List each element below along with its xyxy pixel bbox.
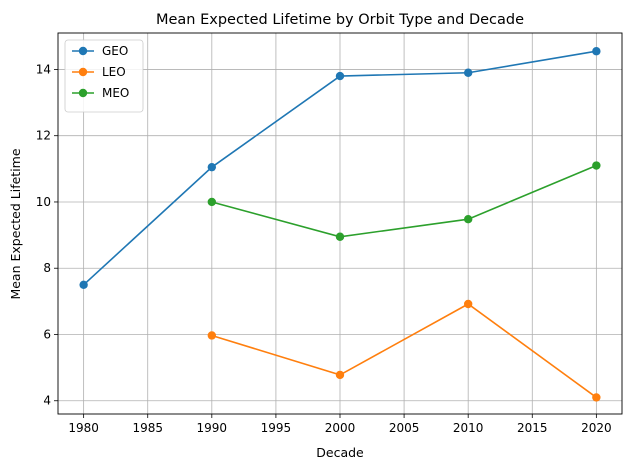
y-tick-label: 8: [43, 261, 51, 275]
legend: GEO LEO MEO: [64, 39, 144, 113]
series-line-leo: [211, 303, 597, 399]
data-point-leo: [592, 393, 601, 402]
x-tick-label: 2015: [517, 421, 548, 435]
data-point-leo: [335, 370, 345, 380]
y-axis-label: Mean Expected Lifetime: [8, 148, 23, 299]
y-tick-label: 12: [36, 129, 51, 143]
x-tick-label: 1985: [132, 421, 163, 435]
x-tick-label: 1995: [261, 421, 292, 435]
data-point-geo: [592, 47, 601, 56]
x-axis-label: Decade: [316, 445, 364, 460]
data-point-meo: [592, 161, 601, 170]
chart-title: Mean Expected Lifetime by Orbit Type and…: [156, 12, 524, 28]
data-point-meo: [335, 232, 345, 241]
data-point-meo: [207, 197, 217, 207]
data-point-leo: [463, 299, 473, 309]
data-point-geo: [79, 280, 88, 289]
x-tick-label: 2005: [389, 421, 420, 435]
y-tick-label: 4: [43, 394, 51, 408]
data-point-meo: [463, 214, 473, 224]
plot-frame: [57, 32, 623, 415]
y-tick-label: 10: [36, 195, 51, 209]
y-tick-label: 6: [43, 327, 51, 341]
x-tick-label: 1990: [197, 421, 228, 435]
x-tick-label: 1980: [68, 421, 99, 435]
axes: 1980 1985 1990 1995 2000 2005 2010 2015 2020 4 6 8 1…: [36, 32, 623, 435]
x-tick-label: 2000: [325, 421, 356, 435]
legend-marker: [78, 67, 88, 77]
legend-label: GEO: [102, 44, 128, 58]
legend-marker: [78, 88, 88, 98]
y-tick-label: 14: [36, 62, 51, 76]
x-tick-label: 2010: [453, 421, 484, 435]
series-lines: [79, 47, 601, 402]
grid: [58, 33, 622, 414]
data-point-geo: [463, 68, 473, 77]
series-line-meo: [211, 164, 597, 238]
data-point-geo: [335, 71, 345, 81]
legend-label: LEO: [102, 65, 126, 79]
data-point-leo: [207, 331, 217, 340]
data-point-geo: [207, 162, 217, 172]
legend-marker: [78, 46, 88, 56]
x-tick-label: 2020: [581, 421, 612, 435]
legend-label: MEO: [102, 86, 129, 100]
